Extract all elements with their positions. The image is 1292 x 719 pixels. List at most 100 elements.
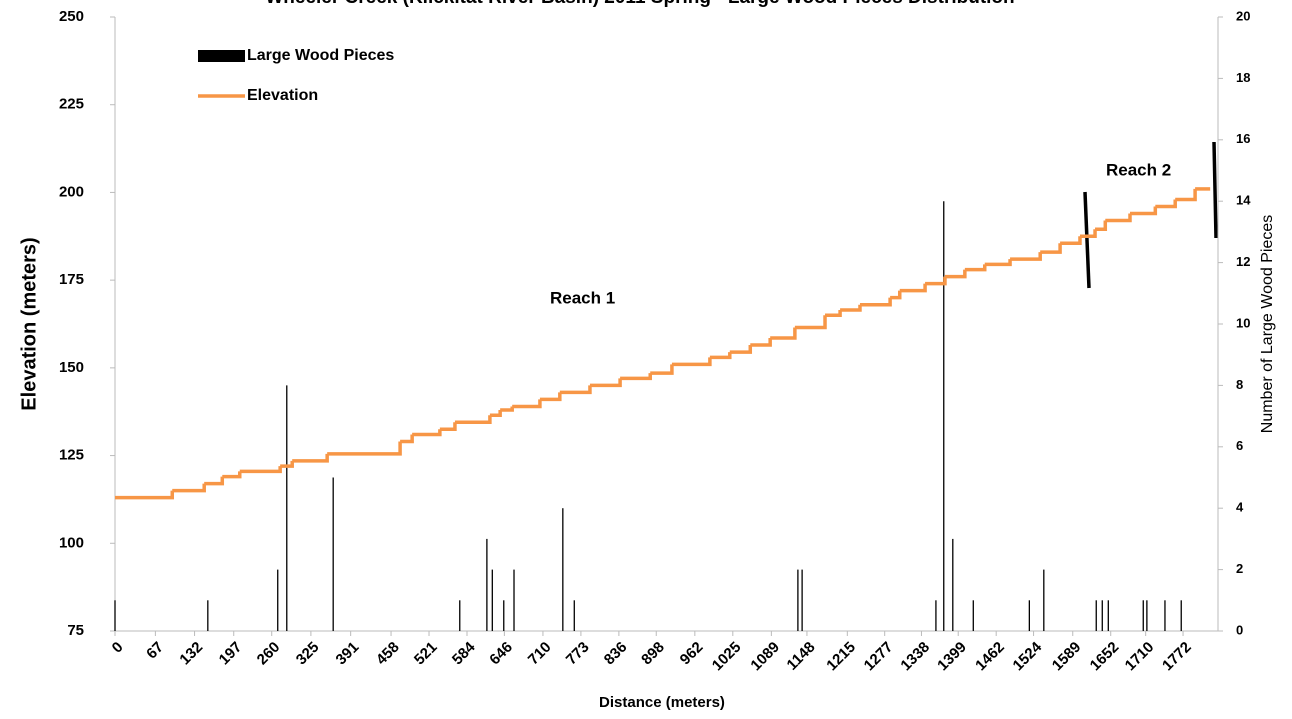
x-tick-label: 1524	[1010, 638, 1046, 674]
line-step	[115, 490, 175, 500]
y2-tick-label: 8	[1236, 377, 1243, 392]
x-tick-label: 132	[176, 639, 206, 669]
x-tick-label: 1652	[1087, 639, 1123, 675]
x-tick-label: 962	[677, 639, 707, 669]
legend-label: Large Wood Pieces	[247, 47, 394, 64]
y2-tick-label: 20	[1236, 8, 1250, 23]
x-tick-label: 646	[486, 639, 516, 669]
y2-tick-label: 12	[1236, 254, 1250, 269]
line-step	[890, 290, 902, 300]
line-step	[859, 297, 892, 307]
y2-tick-label: 14	[1236, 193, 1251, 208]
x-tick-label: 584	[449, 638, 479, 668]
x-tick-label: 1148	[784, 639, 819, 674]
line-step	[650, 364, 674, 375]
x-tick-label: 1462	[972, 639, 1008, 675]
line-step	[620, 373, 652, 381]
line-step	[1095, 220, 1108, 232]
x-tick-label: 1399	[934, 639, 970, 675]
y-tick-label: 100	[59, 534, 84, 551]
x-tick-label: 898	[638, 639, 668, 669]
line-step	[239, 466, 282, 474]
x-tick-label: 1089	[747, 639, 783, 675]
line-step	[944, 269, 967, 279]
x-tick-label: 1338	[897, 639, 933, 675]
line-step	[770, 327, 797, 340]
line-step	[500, 406, 514, 412]
annotation: Reach 2	[1106, 160, 1171, 179]
y-axis-label: Elevation (meters)	[18, 237, 40, 410]
line-step	[899, 283, 927, 293]
line-step	[750, 338, 772, 347]
y-tick-label: 125	[59, 447, 84, 464]
y-tick-label: 150	[59, 359, 84, 376]
x-axis-label: Distance (meters)	[599, 694, 725, 711]
y2-tick-label: 16	[1236, 131, 1250, 146]
x-tick-label: 1277	[861, 639, 897, 675]
line-step	[729, 345, 753, 354]
line-step	[825, 309, 842, 317]
reach-boundary	[1083, 191, 1091, 289]
line-step	[292, 453, 329, 463]
y-tick-label: 250	[59, 8, 84, 25]
y2-tick-label: 0	[1236, 622, 1243, 637]
line-step	[172, 483, 206, 493]
line-step	[1105, 213, 1132, 223]
x-tick-label: 260	[254, 639, 284, 669]
line-step	[1040, 243, 1062, 254]
y2-tick-label: 2	[1236, 561, 1243, 576]
line-step	[964, 264, 987, 272]
line-step	[439, 422, 457, 432]
y2-tick-label: 6	[1236, 438, 1243, 453]
line-step	[1060, 236, 1082, 246]
x-tick-label: 710	[525, 639, 555, 669]
x-tick-label: 391	[333, 639, 363, 669]
x-tick-label: 0	[109, 639, 127, 657]
line-step	[280, 460, 294, 468]
x-tick-label: 1772	[1159, 639, 1195, 675]
y-tick-label: 200	[59, 183, 84, 200]
x-tick-label: 197	[216, 639, 246, 669]
x-tick-label: 67	[143, 639, 167, 663]
line-step	[204, 476, 225, 486]
legend-swatch	[198, 50, 245, 62]
line-step	[327, 441, 402, 456]
x-tick-label: 1710	[1122, 639, 1158, 675]
annotation: Reach 1	[550, 288, 615, 307]
line-step	[709, 352, 732, 360]
line-step	[412, 429, 442, 437]
line-step	[559, 385, 592, 395]
x-tick-label: 521	[411, 639, 441, 669]
line-step	[925, 276, 947, 286]
line-step	[1130, 206, 1158, 216]
line-step	[1010, 252, 1042, 261]
line-step	[400, 434, 414, 444]
y-tick-label: 75	[67, 622, 84, 639]
y2-tick-label: 18	[1236, 70, 1250, 85]
x-tick-label: 1589	[1049, 639, 1085, 675]
line-step	[539, 392, 562, 402]
legend-label: Elevation	[247, 87, 318, 104]
line-step	[589, 378, 622, 388]
line-step	[671, 357, 712, 367]
y2-tick-label: 10	[1236, 315, 1250, 330]
x-tick-label: 458	[373, 639, 403, 669]
line-step	[840, 304, 862, 312]
x-tick-label: 1025	[709, 639, 745, 675]
x-tick-label: 325	[293, 639, 323, 669]
line-step	[1155, 199, 1177, 209]
y2-axis-label: Number of Large Wood Pieces	[1259, 215, 1276, 433]
y2-tick-label: 4	[1236, 500, 1244, 515]
x-tick-label: 773	[563, 639, 593, 669]
reach-boundary	[1212, 141, 1218, 239]
x-tick-label: 836	[601, 639, 631, 669]
chart-title: Wheeler Creek (Klickitat River Basin) 20…	[265, 0, 1014, 8]
line-step	[1079, 229, 1097, 239]
y-tick-label: 225	[59, 96, 84, 113]
line-step	[984, 259, 1012, 267]
y-tick-label: 175	[59, 271, 84, 288]
line-step	[222, 471, 242, 479]
x-tick-label: 1215	[823, 639, 859, 675]
line-step	[454, 415, 492, 424]
